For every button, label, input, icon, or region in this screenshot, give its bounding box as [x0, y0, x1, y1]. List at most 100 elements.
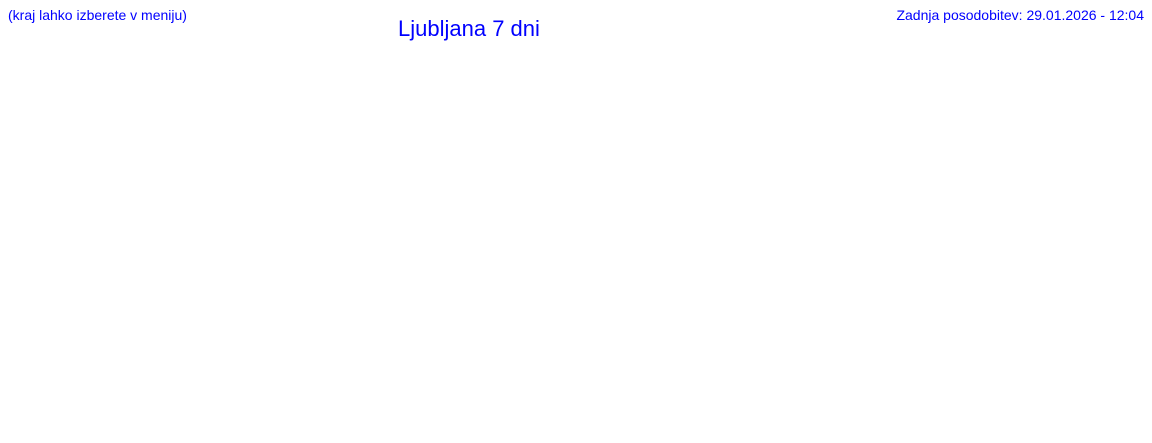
cloud-blob — [411, 310, 437, 323]
cloud-blob — [944, 187, 970, 215]
wind-calm-icon — [399, 148, 409, 158]
temperature-label: 2 — [427, 291, 437, 310]
cloud-blob — [443, 287, 474, 315]
sun-ray — [500, 111, 506, 116]
cloud-blob — [269, 305, 302, 323]
cloud-blob — [777, 205, 817, 216]
wind-barb-feather — [251, 154, 255, 162]
sun-disc — [174, 100, 191, 116]
copyright-link[interactable]: © vreme.us & vreme.pro — [579, 390, 754, 406]
cloud-blob — [362, 309, 408, 322]
cloud-blob — [895, 201, 925, 215]
sun-ray — [776, 100, 782, 105]
day-name: sreda — [1002, 53, 1046, 72]
precipitation-swatch — [127, 390, 161, 400]
temperature-label: 5 — [485, 261, 495, 280]
temperature-series: 5 8 4 5 2 5 2 4 -0 3 0 5 3 7 1 — [127, 213, 1095, 330]
cloud-blob — [672, 204, 712, 231]
wind-calm-icon — [192, 148, 202, 158]
cloud-blob — [947, 329, 989, 343]
sun-ray — [462, 115, 467, 121]
precip-bar — [958, 310, 963, 359]
cloud-blob — [906, 344, 933, 359]
cloud-blob — [971, 314, 1002, 326]
precip-bar — [907, 347, 912, 359]
cloud-blob — [465, 341, 484, 356]
sun-disc — [760, 100, 777, 116]
cloud-blob — [213, 313, 254, 333]
cloud-blob — [591, 313, 620, 335]
precip-bar — [930, 323, 935, 359]
cloud-shape — [959, 104, 992, 124]
location-hint-link[interactable]: (kraj lahko izberete v meniju) — [8, 7, 187, 23]
cloud-blob — [1075, 191, 1101, 210]
wind-calm-icon — [313, 148, 322, 158]
cloud-blob — [651, 212, 688, 233]
wind-calm-icon — [347, 148, 357, 158]
cloud-blob — [271, 234, 290, 264]
precip-bar — [878, 349, 883, 359]
cloud-blob — [569, 293, 602, 309]
wind-barb-icon — [222, 149, 241, 157]
cloud-blob — [181, 322, 204, 348]
x-tick-label: 12 — [325, 362, 345, 381]
cloud-blob — [352, 319, 386, 334]
x-tick-label: 18 — [221, 362, 241, 381]
cloud-blob — [288, 203, 322, 216]
cloud-blob — [370, 219, 390, 245]
sun-ray — [175, 115, 179, 121]
cloud-blob — [156, 207, 190, 232]
wind-calm-icon — [158, 148, 167, 158]
wind-barb-feather — [494, 151, 497, 159]
sun-ray — [776, 111, 782, 116]
cloud-blob — [291, 212, 331, 240]
cloud-blob — [995, 243, 1039, 267]
cloud-blob — [419, 245, 438, 257]
wind-barb-feather — [733, 155, 737, 162]
day-name: nedelja — [581, 53, 640, 72]
wind-barb-icon — [515, 150, 534, 156]
cloud-blob — [963, 241, 1001, 265]
precip-bar — [918, 336, 923, 359]
temperature-label: 4 — [617, 273, 627, 292]
sun-ray — [496, 95, 501, 101]
cloud-shape — [986, 101, 1018, 121]
cloud-blob — [921, 291, 938, 313]
sun-ray — [583, 111, 589, 116]
x-tick-label: 06 — [152, 362, 172, 381]
cloud-blob — [175, 237, 193, 250]
precip-bar — [866, 355, 871, 359]
cloud-density-swatch — [1035, 384, 1064, 398]
wind-barb-feather — [528, 151, 532, 159]
cloud-blob — [133, 297, 158, 313]
temperature-tick-label: 9 — [53, 202, 63, 221]
precip-bar — [895, 347, 900, 359]
day-date: 29.01 — [174, 74, 220, 93]
cloud-blob — [1052, 216, 1098, 239]
cloud-blob — [121, 228, 166, 256]
cloud-blob — [701, 302, 750, 324]
temperature-axis-label: Temperatura (°C) — [14, 183, 36, 348]
cloud-blob — [274, 330, 323, 350]
precip-bar — [987, 297, 992, 359]
cloud-blob — [996, 325, 1018, 353]
cloud-blob — [309, 295, 335, 325]
cloud-blob — [801, 218, 822, 246]
cloud-blob — [616, 208, 658, 233]
cloud-blob — [560, 285, 592, 311]
wind-calm-icon — [364, 148, 374, 158]
rain-mark — [1037, 125, 1045, 133]
daylight-band — [854, 95, 918, 359]
precip-bar — [246, 344, 251, 359]
cloud-blob — [310, 217, 339, 237]
cloud-blob — [1051, 339, 1082, 352]
snow-mark — [1011, 125, 1018, 131]
cloud-blob — [1029, 209, 1072, 235]
cloud-blob — [920, 194, 939, 211]
snow-mark — [1068, 126, 1075, 132]
cloud-shape — [572, 106, 605, 126]
sun-ray — [634, 115, 639, 121]
cloud-blob — [231, 303, 254, 331]
cloud-blob — [184, 302, 204, 315]
wind-barb-icon — [602, 147, 619, 159]
